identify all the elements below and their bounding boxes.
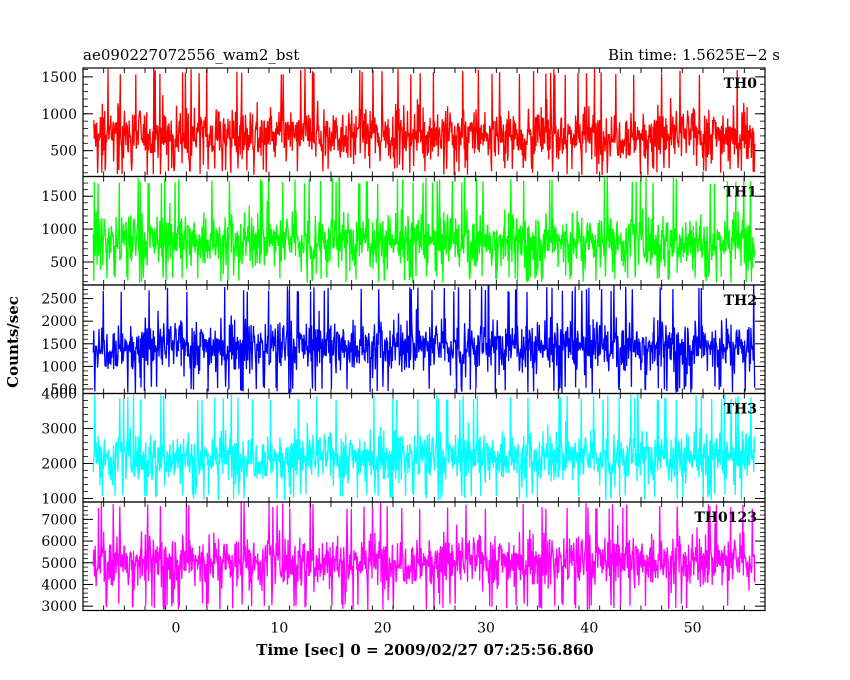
chart-title-right: Bin time: 1.5625E−2 s: [608, 46, 780, 64]
y-tick-label: 500: [50, 144, 77, 160]
panel-th2: 500 1000 1500 2000 2500 TH2: [41, 284, 766, 398]
series-th0-trace: [93, 68, 756, 176]
panel-th0: 500 1000 1500 TH0: [41, 67, 766, 178]
x-axis: 0 10 20 30 40 50: [172, 621, 702, 637]
panel-label-th2: TH2: [724, 293, 757, 309]
y-tick-label: 3000: [41, 599, 77, 615]
y-tick-label: 5000: [41, 556, 77, 572]
y-tick-label: 1500: [41, 337, 77, 353]
y-tick-label: 1500: [41, 189, 77, 205]
series-th2-trace: [92, 285, 756, 394]
series-th1-trace: [92, 176, 756, 284]
y-tick-label: 4000: [41, 577, 77, 593]
panel-label-th3: TH3: [724, 402, 757, 418]
x-tick-label: 10: [270, 621, 288, 637]
x-tick-label: 50: [684, 621, 702, 637]
panel-th0123: 3000 4000 5000 6000 7000 TH0123: [41, 501, 766, 615]
panel-label-th1: TH1: [724, 185, 757, 201]
y-axis-label: Counts/sec: [4, 296, 22, 388]
y-tick-label: 2000: [41, 314, 77, 330]
x-tick-label: 0: [172, 621, 181, 637]
x-axis-label: Time [sec] 0 = 2009/02/27 07:25:56.860: [256, 641, 593, 659]
y-tick-label: 6000: [41, 534, 77, 550]
panel-label-th0: TH0: [724, 76, 758, 92]
x-tick-label: 20: [374, 621, 392, 637]
panel-th1: 500 1000 1500 TH1: [41, 175, 766, 286]
y-tick-label: 2500: [41, 292, 77, 308]
y-tick-label: 1000: [41, 492, 77, 508]
x-tick-label: 30: [477, 621, 495, 637]
y-tick-label: 500: [50, 255, 77, 271]
y-tick-label: 2000: [41, 457, 77, 473]
y-tick-label: 1500: [41, 70, 77, 86]
y-tick-label: 7000: [41, 512, 77, 528]
chart-title-left: ae090227072556_wam2_bst: [83, 46, 299, 64]
panel-frame: [82, 501, 766, 612]
panel-th3: 1000 2000 3000 4000 TH3: [41, 387, 766, 508]
y-tick-label: 1000: [41, 107, 77, 123]
y-tick-label: 1000: [41, 222, 77, 238]
panels-group: 500 1000 1500 TH0 500 1000 1500 TH1 500 1000 1500 2…: [41, 67, 766, 615]
panel-label-th0123: TH0123: [694, 510, 757, 526]
y-tick-label: 1000: [41, 359, 77, 375]
y-tick-label: 500: [50, 382, 77, 398]
series-th0123-trace: [92, 502, 756, 611]
series-th3-trace: [92, 393, 756, 501]
x-tick-label: 40: [580, 621, 598, 637]
y-tick-label: 4000: [41, 387, 77, 403]
y-tick-label: 3000: [41, 422, 77, 438]
